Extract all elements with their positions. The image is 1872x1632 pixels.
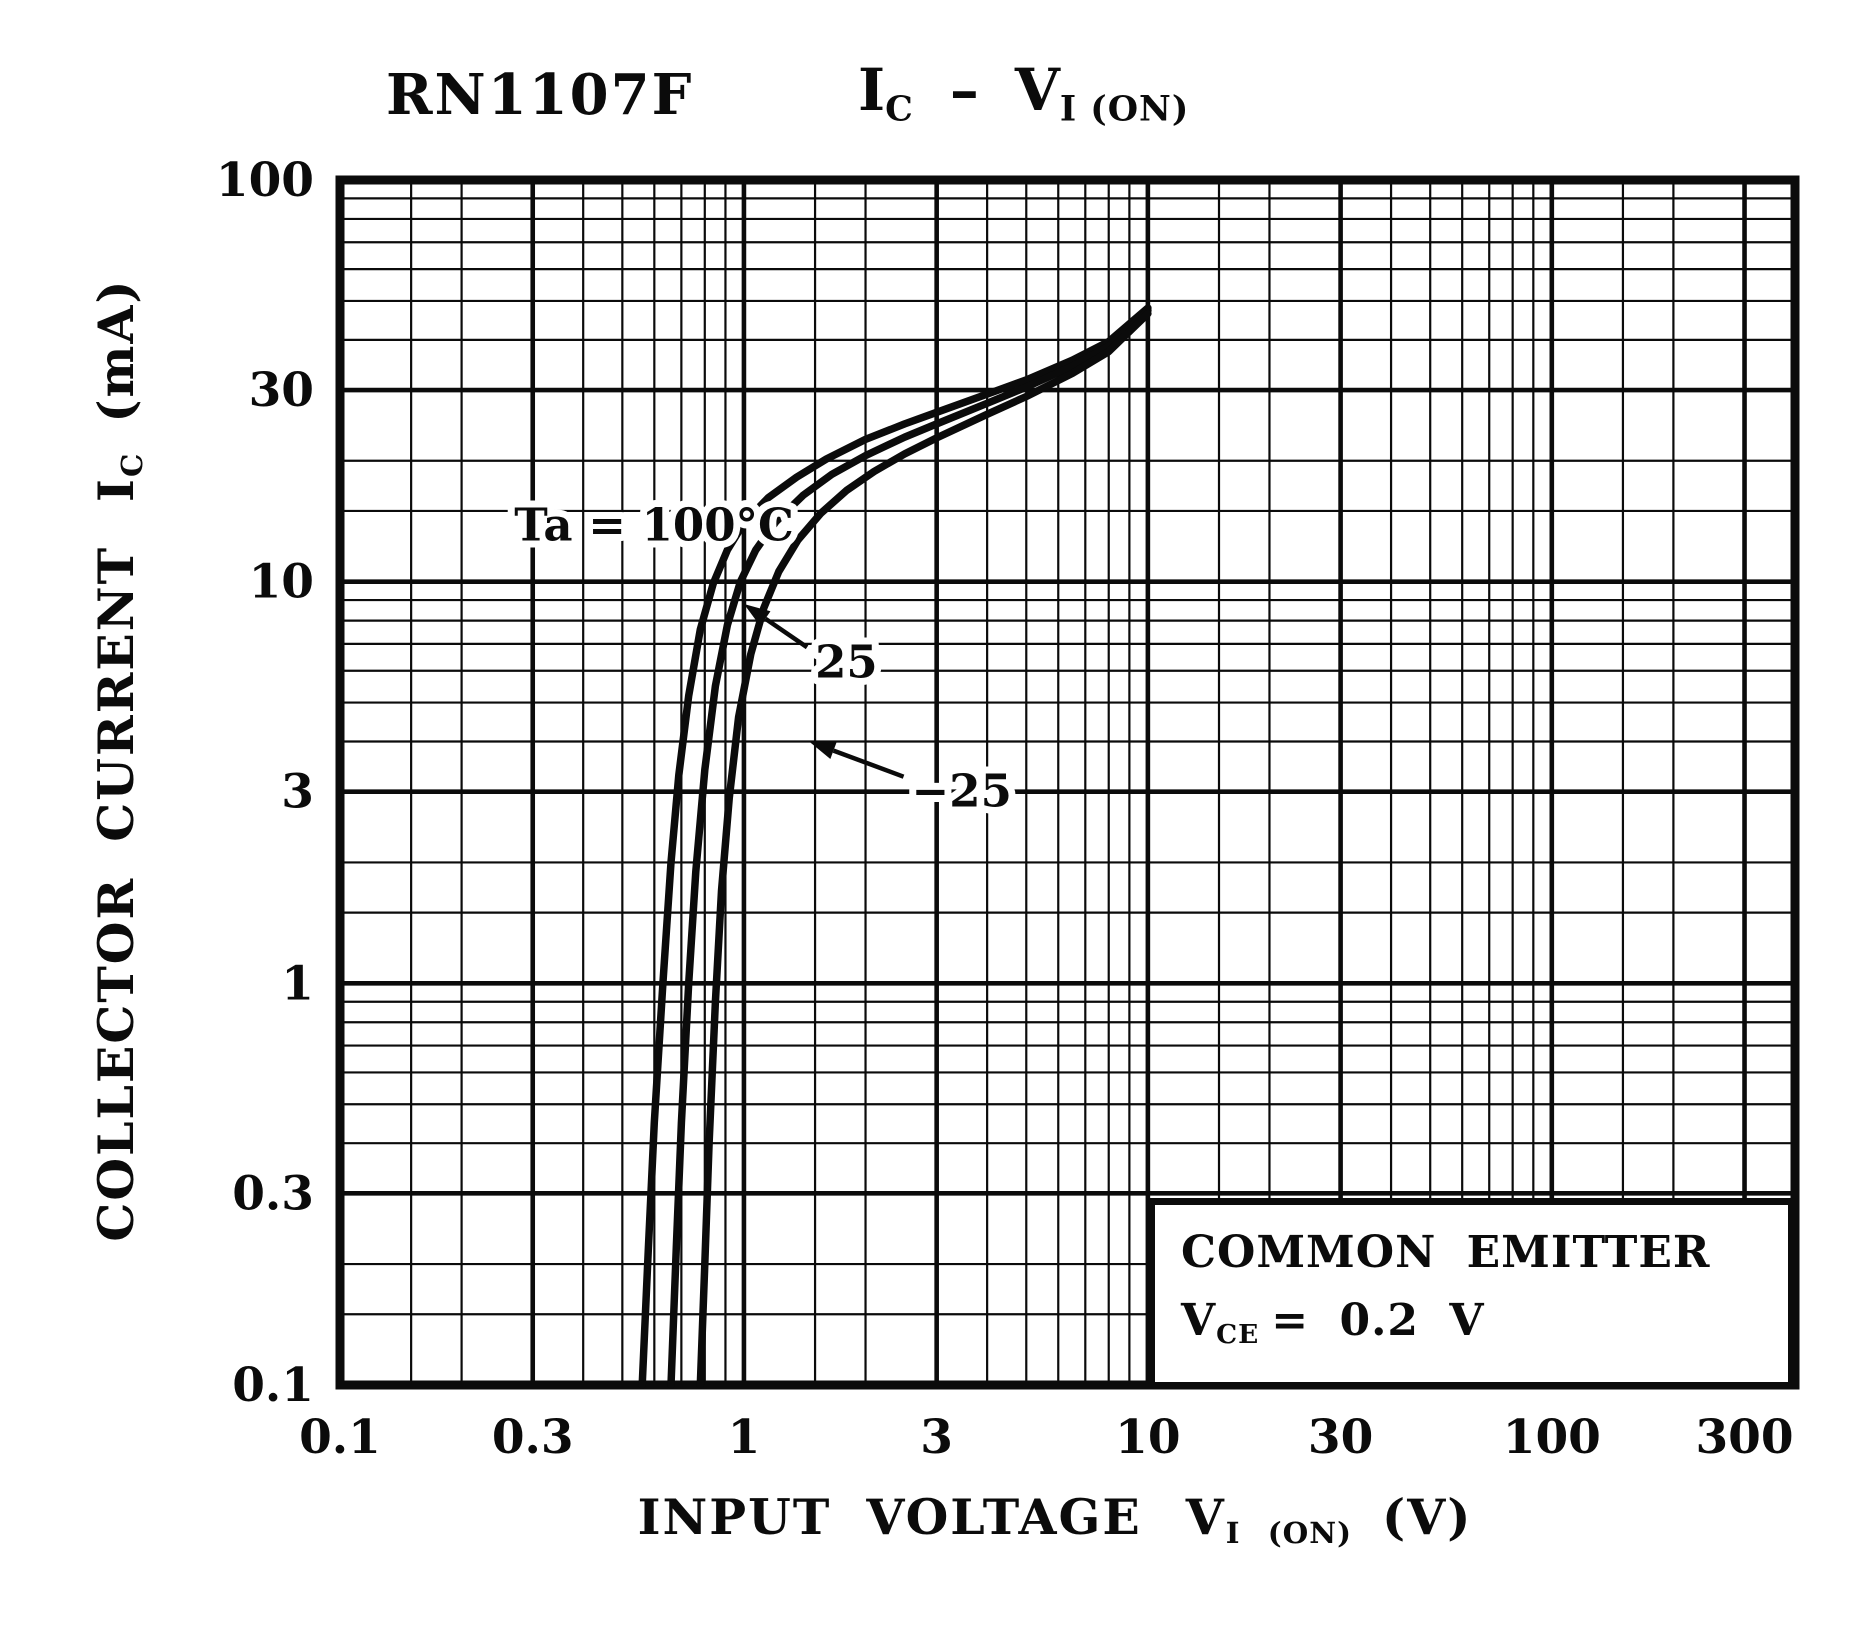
x-tick-label: 0.3 [492,1410,574,1465]
plot-border [335,175,1800,1390]
y-axis-title-symbol: I [87,477,146,502]
curve-label: −25 [912,765,1012,818]
annotation-arrowhead [743,603,771,627]
vce-value: = 0.2 V [1271,1295,1485,1347]
curve-1 [667,306,1152,1389]
y-tick-label: 1 [281,956,314,1011]
title-y-subscript: C [885,88,914,130]
x-axis-title: INPUT VOLTAGE VI (ON) (V) [638,1488,1473,1550]
x-axis-title-symbol: V [1185,1488,1226,1546]
y-tick-label: 0.3 [232,1166,314,1221]
conditions-line2: VCE = 0.2 V [1181,1287,1788,1356]
y-tick-label: 100 [216,153,314,208]
x-tick-label: 3 [920,1410,953,1465]
x-tick-label: 1 [728,1410,761,1465]
y-axis-title: COLLECTOR CURRENT IC (mA) [87,278,149,1241]
x-axis-title-unit: (V) [1382,1488,1473,1546]
x-tick-label: 0.1 [299,1410,381,1465]
x-axis-title-subscript: I (ON) [1225,1514,1353,1550]
annotation-leader-line [832,748,905,779]
title-y-symbol: I [858,56,886,124]
y-axis-title-words: COLLECTOR CURRENT [87,545,146,1242]
y-tick-label: 0.1 [232,1358,314,1413]
vce-symbol: V [1181,1295,1217,1347]
curve-0 [638,304,1152,1389]
annotation-arrowhead [809,741,837,760]
curve-label: 25 [815,635,878,688]
y-tick-label: 3 [281,765,314,820]
vce-subscript: CE [1216,1319,1260,1351]
title-x-subscript: I (ON) [1059,88,1190,130]
x-axis-title-words: INPUT VOLTAGE [637,1488,1142,1546]
x-tick-label: 300 [1695,1410,1793,1465]
chart-title-formula: IC – VI (ON) [858,56,1189,129]
device-name: RN1107F [386,62,694,128]
chart-title-device: RN1107F [386,62,693,128]
x-tick-label: 100 [1503,1410,1601,1465]
annotation-leader-line [764,616,809,650]
title-x-symbol: V [1014,56,1060,124]
y-tick-label: 10 [249,555,314,610]
y-axis-title-unit: (mA) [87,278,146,423]
y-tick-label: 30 [249,363,314,418]
conditions-line1: COMMON EMITTER [1181,1227,1711,1278]
x-tick-label: 30 [1308,1410,1373,1465]
x-tick-label: 10 [1115,1410,1180,1465]
conditions-box: COMMON EMITTER VCE = 0.2 V [1148,1198,1795,1389]
title-dash: – [949,56,979,124]
curve-2 [696,309,1152,1389]
y-axis-title-subscript: C [113,452,149,478]
curve-label: Ta = 100°C [514,498,794,551]
